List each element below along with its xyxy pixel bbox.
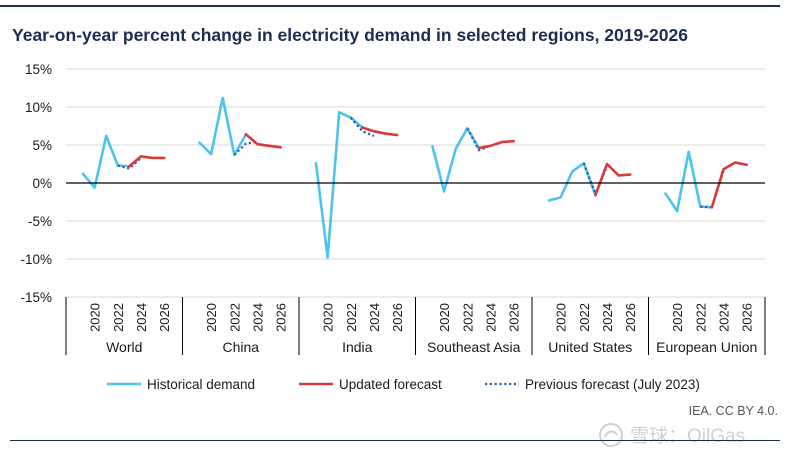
series-line-updated-european-union <box>710 161 749 209</box>
x-tick-label: 2026 <box>623 303 638 332</box>
watermark: 雪球：OilGas <box>598 421 745 448</box>
x-tick-label: 2024 <box>251 303 266 332</box>
y-axis-ticks: -15% -10% -5% 0% 5% 10% 15% <box>20 62 52 305</box>
series-line-updated-china <box>244 133 283 149</box>
x-tick-label: 2026 <box>740 303 755 332</box>
x-tick-label: 2026 <box>390 303 405 332</box>
series-line-updated-world <box>128 155 166 168</box>
x-tick-label: 2020 <box>204 303 219 332</box>
x-tick-label: 2020 <box>321 303 336 332</box>
x-tick-label: 2022 <box>344 303 359 332</box>
x-tick-label: 2022 <box>227 303 242 332</box>
y-tick-label: 10% <box>25 100 52 115</box>
series-line-updated-india <box>361 126 399 137</box>
series-line-previous-united-states <box>582 162 609 195</box>
series-line-historical-world <box>81 134 131 189</box>
x-tick-label: 2020 <box>88 303 103 332</box>
x-tick-label: 2026 <box>157 303 172 332</box>
y-tick-label: 0% <box>32 176 52 191</box>
series-line-historical-united-states <box>547 161 597 202</box>
series-line-previous-southeast-asia <box>466 127 491 152</box>
x-tick-label: 2022 <box>693 303 708 332</box>
y-tick-label: -5% <box>28 214 52 229</box>
x-tick-label: 2022 <box>577 303 592 332</box>
category-label: World <box>106 339 142 355</box>
y-tick-label: 5% <box>32 138 52 153</box>
series-line-historical-southeast-asia <box>431 127 481 193</box>
category-label: United States <box>548 339 632 355</box>
x-tick-label: 2022 <box>111 303 126 332</box>
x-tick-label: 2024 <box>600 303 615 332</box>
source-note: IEA. CC BY 4.0. <box>688 404 778 418</box>
category-label: European Union <box>656 339 757 355</box>
legend-label-historical: Historical demand <box>147 377 255 392</box>
series-line-previous-india <box>349 116 375 137</box>
x-tick-label: 2020 <box>670 303 685 332</box>
category-label: Southeast Asia <box>427 339 521 355</box>
x-tick-label: 2024 <box>367 303 382 332</box>
snowball-logo-icon <box>599 422 623 447</box>
series-line-historical-china <box>198 96 248 157</box>
y-tick-label: 15% <box>25 62 52 77</box>
watermark-text: 雪球：OilGas <box>630 426 746 447</box>
series-line-updated-united-states <box>594 162 632 197</box>
y-tick-label: -10% <box>20 252 52 267</box>
legend: Historical demand Updated forecast Previou… <box>107 377 700 392</box>
legend-label-previous: Previous forecast (July 2023) <box>525 377 700 392</box>
top-rule <box>0 5 780 7</box>
x-tick-label: 2024 <box>484 303 499 332</box>
category-label: India <box>342 339 373 355</box>
legend-label-updated: Updated forecast <box>339 377 442 392</box>
series-line-updated-southeast-asia <box>477 139 516 150</box>
category-label: China <box>222 339 259 355</box>
x-tick-label: 2024 <box>134 303 149 332</box>
chart-title: Year-on-year percent change in electrici… <box>12 25 688 45</box>
x-tick-label: 2024 <box>717 303 732 332</box>
x-tick-label: 2020 <box>437 303 452 332</box>
bottom-rule <box>10 440 780 441</box>
x-tick-label: 2022 <box>460 303 475 332</box>
series-line-historical-india <box>314 111 364 259</box>
series <box>81 96 749 259</box>
series-line-historical-european-union <box>664 150 714 213</box>
x-tick-label: 2026 <box>507 303 522 332</box>
x-tick-label: 2020 <box>554 303 569 332</box>
x-tick-label: 2026 <box>274 303 289 332</box>
y-tick-label: -15% <box>20 290 52 305</box>
